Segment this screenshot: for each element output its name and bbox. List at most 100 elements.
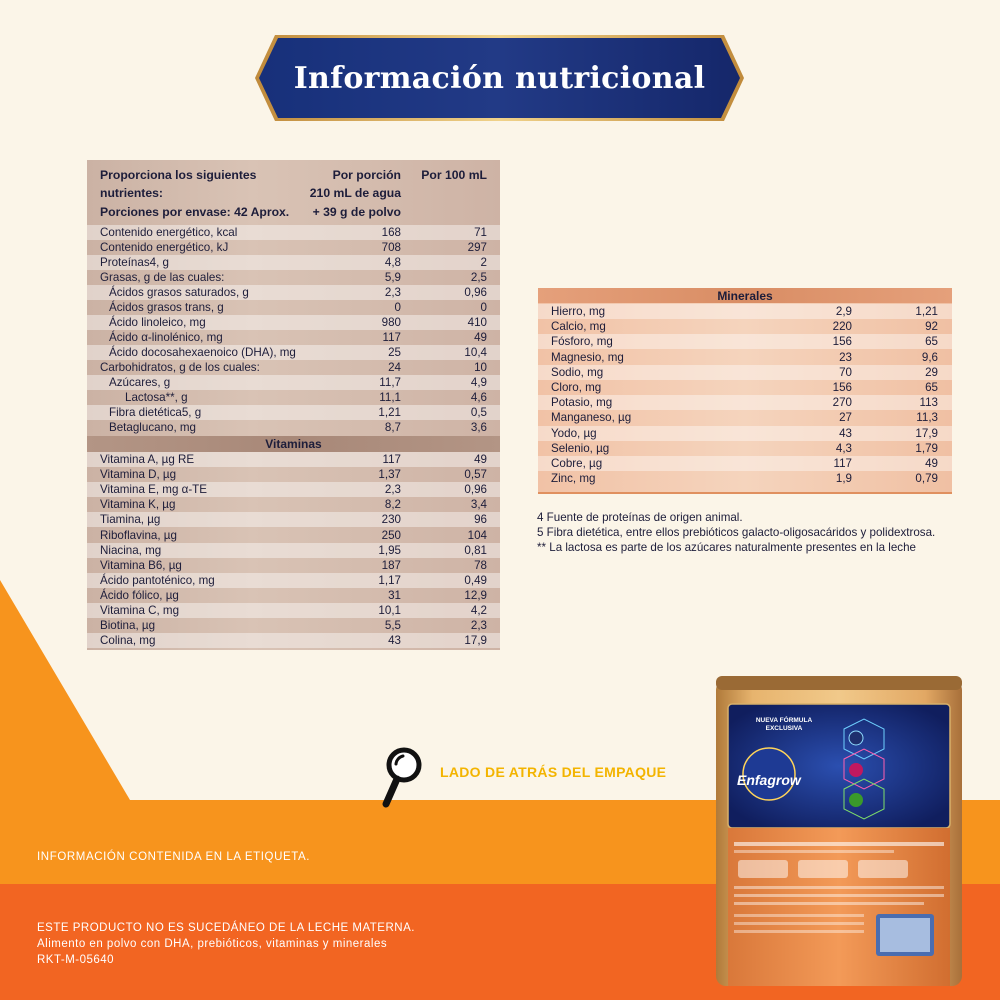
value-per-portion: 4,3 [835, 441, 852, 455]
nutrient-name: Ácido linoleico, mg [109, 316, 206, 329]
table-row: Betaglucano, mg 8,7 3,6 [87, 420, 500, 435]
nutrient-name: Tiamina, µg [100, 513, 161, 527]
can-brand-logo: Enfagrow [737, 772, 801, 788]
nutrient-name: Carbohidratos, g de los cuales: [100, 361, 260, 374]
value-per-portion: 117 [833, 457, 852, 470]
minerals-bottom-rule [538, 492, 952, 494]
table-row: Hierro, mg 2,9 1,21 [538, 304, 952, 319]
value-per-100ml: 78 [474, 558, 487, 572]
table-row: Ácido α-linolénico, mg 117 49 [87, 330, 500, 345]
table-row: Ácidos grasos trans, g 0 0 [87, 300, 500, 315]
nutrient-name: Cloro, mg [551, 381, 602, 394]
table-row: Sodio, mg 70 29 [538, 364, 952, 380]
nutrient-name: Proteínas4, g [100, 256, 169, 269]
value-per-100ml: 65 [925, 335, 938, 349]
value-per-portion: 270 [832, 396, 852, 410]
value-per-portion: 156 [832, 335, 852, 349]
minerals-header: Minerales [538, 288, 952, 303]
page-title: Información nutricional [293, 60, 706, 96]
table-row: Carbohidratos, g de los cuales: 24 10 [87, 360, 500, 375]
value-per-portion: 980 [381, 316, 401, 329]
header-portion-2: 210 mL de agua [309, 186, 401, 200]
value-per-portion: 250 [381, 528, 401, 542]
nutrient-name: Ácidos grasos saturados, g [109, 286, 249, 299]
table-row: Ácido docosahexaenoico (DHA), mg 25 10,4 [87, 345, 500, 360]
nutrient-name: Contenido energético, kcal [100, 226, 238, 239]
value-per-100ml: 1,79 [915, 441, 938, 455]
value-per-portion: 0 [394, 301, 401, 314]
value-per-100ml: 49 [474, 453, 487, 466]
header-portion-3: + 39 g de polvo [312, 205, 401, 219]
table-row: Calcio, mg 220 92 [538, 319, 952, 334]
value-per-100ml: 3,4 [470, 498, 487, 512]
table-row: Riboflavina, µg 250 104 [87, 528, 500, 543]
value-per-100ml: 9,6 [921, 350, 938, 364]
value-per-100ml: 4,6 [470, 391, 487, 404]
value-per-portion: 25 [388, 346, 401, 359]
vitamins-header: Vitaminas [87, 436, 500, 452]
nutrient-name: Lactosa**, g [125, 391, 188, 404]
nutrient-name: Zinc, mg [551, 472, 596, 486]
value-per-100ml: 2 [480, 256, 487, 269]
value-per-portion: 708 [381, 241, 401, 254]
value-per-portion: 23 [839, 350, 852, 364]
value-per-100ml: 65 [925, 381, 938, 394]
value-per-portion: 2,3 [384, 483, 401, 497]
value-per-portion: 5,9 [384, 271, 401, 284]
nutrient-name: Ácido fólico, µg [100, 588, 179, 602]
value-per-100ml: 0 [480, 301, 487, 314]
nutrient-name: Niacina, mg [100, 543, 162, 557]
nutrient-name: Cobre, µg [551, 457, 603, 470]
nutrient-name: Sodio, mg [551, 365, 604, 379]
table-row: Selenio, µg 4,3 1,79 [538, 441, 952, 456]
nutrient-name: Biotina, µg [100, 619, 156, 633]
value-per-100ml: 49 [925, 457, 938, 470]
value-per-100ml: 12,9 [464, 588, 487, 602]
header-portion-1: Por porción [332, 168, 401, 182]
table-row: Contenido energético, kcal 168 71 [87, 225, 500, 240]
value-per-portion: 2,9 [835, 305, 852, 318]
nutrient-name: Vitamina D, µg [100, 468, 177, 482]
footnote-fiber: 5 Fibra dietética, entre ellos prebiótic… [537, 526, 936, 539]
value-per-portion: 117 [382, 331, 401, 344]
value-per-100ml: 96 [474, 513, 487, 527]
value-per-portion: 1,9 [835, 472, 852, 486]
table-row: Vitamina B6, µg 187 78 [87, 558, 500, 573]
value-per-portion: 8,2 [384, 498, 401, 512]
table-row: Proteínas4, g 4,8 2 [87, 255, 500, 270]
label-info-text: INFORMACIÓN CONTENIDA EN LA ETIQUETA. [37, 851, 311, 863]
disclaimer-line-1: ESTE PRODUCTO NO ES SUCEDÁNEO DE LA LECH… [37, 922, 415, 934]
value-per-100ml: 10,4 [464, 346, 487, 359]
nutrient-name: Grasas, g de las cuales: [100, 271, 225, 284]
nutrient-name: Fósforo, mg [551, 335, 613, 349]
nutrient-name: Colina, mg [100, 634, 156, 648]
value-per-100ml: 71 [474, 226, 487, 239]
header-name-2: nutrientes: [100, 186, 163, 200]
value-per-100ml: 0,49 [464, 573, 487, 587]
table-row: Ácido linoleico, mg 980 410 [87, 315, 500, 330]
value-per-100ml: 0,96 [464, 286, 487, 299]
value-per-portion: 117 [382, 453, 401, 466]
header-per100: Por 100 mL [421, 168, 487, 182]
nutrient-name: Yodo, µg [551, 426, 597, 440]
footnotes: 4 Fuente de proteínas de origen animal. … [537, 510, 935, 555]
magnifier-icon [382, 747, 422, 808]
back-of-package-label: LADO DE ATRÁS DEL EMPAQUE [440, 764, 667, 780]
nutrient-name: Manganeso, µg [551, 411, 632, 425]
value-per-100ml: 2,5 [470, 271, 487, 284]
nutrient-name: Contenido energético, kJ [100, 241, 229, 254]
value-per-100ml: 17,9 [464, 634, 487, 648]
table-row: Zinc, mg 1,9 0,79 [538, 471, 952, 486]
table-row: Vitamina K, µg 8,2 3,4 [87, 497, 500, 512]
table-row: Manganeso, µg 27 11,3 [538, 410, 952, 425]
disclaimer: ESTE PRODUCTO NO ES SUCEDÁNEO DE LA LECH… [37, 920, 415, 968]
value-per-100ml: 0,57 [464, 468, 487, 482]
nutrition-table: Proporciona los siguientes nutrientes: P… [87, 160, 500, 650]
minerals-table: Minerales Hierro, mg 2,9 1,21 Calcio, mg 220… [538, 288, 952, 494]
value-per-100ml: 17,9 [915, 426, 938, 440]
value-per-100ml: 10 [474, 361, 487, 374]
nutrient-name: Calcio, mg [551, 320, 606, 334]
table-row: Potasio, mg 270 113 [538, 395, 952, 411]
table-row: Vitamina C, mg 10,1 4,2 [87, 603, 500, 618]
product-can-image [716, 676, 962, 986]
